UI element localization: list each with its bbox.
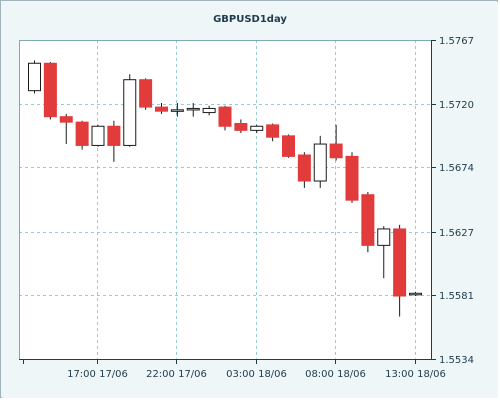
candle-body-down: [234, 123, 248, 131]
candle-body-up: [409, 292, 422, 296]
candle-body-down: [218, 106, 232, 127]
y-tick-label: 1.5767: [439, 36, 474, 47]
y-tick-label: 1.5627: [439, 228, 474, 239]
y-tick-label: 1.5720: [439, 100, 474, 111]
x-tick-label: 08:00 18/06: [305, 369, 366, 380]
candle-body-up: [202, 107, 216, 114]
x-tick-label: 13:00 18/06: [385, 369, 446, 380]
y-tick-label: 1.5534: [439, 355, 474, 366]
candle-body-down: [155, 106, 168, 112]
candle-body-up: [186, 107, 200, 111]
candle-body-down: [59, 116, 73, 123]
candle-body-up: [170, 109, 184, 112]
candle-body-down: [345, 155, 359, 201]
candle-body-up: [377, 228, 391, 246]
candle-body-up: [91, 125, 105, 146]
candle-body-down: [139, 79, 153, 108]
candle-body-down: [297, 154, 311, 182]
candle-body-down: [43, 62, 57, 118]
plot-area: 1.5767 1.5720 1.5674 1.5627 1.5581 1.5534 17:0…: [19, 36, 474, 380]
y-tick-label: 1.5581: [439, 291, 474, 302]
candle-body-down: [282, 135, 295, 157]
candle-body-up: [313, 143, 327, 182]
x-tick-label: 03:00 18/06: [226, 369, 287, 380]
x-tick-label: 22:00 17/06: [146, 369, 207, 380]
chart-title: GBPUSD1day: [213, 14, 287, 25]
candle-body-down: [75, 121, 89, 146]
candle-body-up: [250, 125, 264, 131]
candle-body-down: [107, 125, 121, 146]
candle-body-down: [361, 194, 375, 246]
candle-body-down: [329, 143, 343, 159]
candle-body-down: [393, 228, 407, 297]
candle-body-down: [266, 124, 280, 138]
x-tick-label: 17:00 17/06: [67, 369, 128, 380]
candle-body-up: [28, 62, 41, 92]
candle-body-up: [123, 79, 137, 146]
y-tick-label: 1.5674: [439, 163, 474, 174]
